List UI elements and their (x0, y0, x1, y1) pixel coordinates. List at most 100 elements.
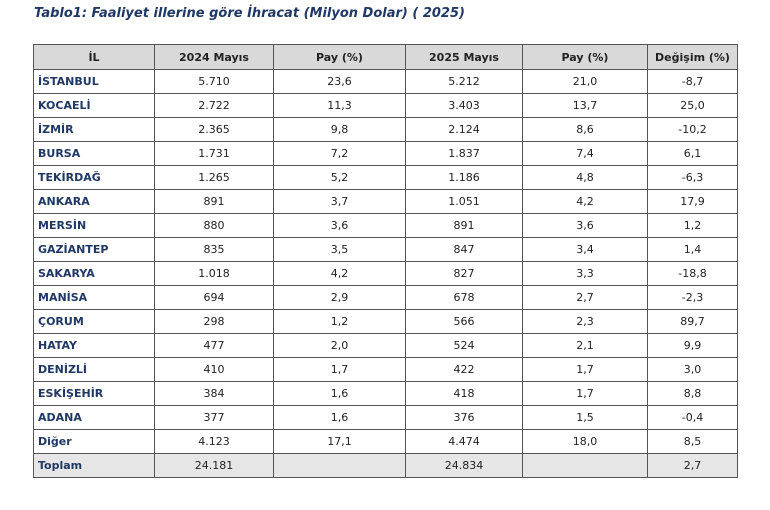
cell-value-2025: 5.212 (405, 69, 523, 94)
cell-province: MANİSA (33, 285, 155, 310)
table-row: TEKİRDAĞ 1.265 5,2 1.186 4,8 -6,3 (33, 165, 738, 190)
header-2025-mayis: 2025 Mayıs (405, 44, 523, 70)
cell-share-2024: 11,3 (273, 93, 406, 118)
cell-province: ADANA (33, 405, 155, 430)
cell-change: 1,2 (647, 213, 738, 238)
table-row: MANİSA 694 2,9 678 2,7 -2,3 (33, 285, 738, 310)
cell-value-2024: 835 (154, 237, 274, 262)
cell-value-2025: 1.051 (405, 189, 523, 214)
cell-change: -2,3 (647, 285, 738, 310)
cell-value-2025: 1.186 (405, 165, 523, 190)
cell-province: İZMİR (33, 117, 155, 142)
cell-province: ESKİŞEHİR (33, 381, 155, 406)
cell-value-2025: 827 (405, 261, 523, 286)
export-table: İL 2024 Mayıs Pay (%) 2025 Mayıs Pay (%)… (33, 44, 738, 478)
cell-change: -0,4 (647, 405, 738, 430)
cell-share-2024: 9,8 (273, 117, 406, 142)
cell-share-2025: 3,6 (522, 213, 648, 238)
table-row: KOCAELİ 2.722 11,3 3.403 13,7 25,0 (33, 93, 738, 118)
header-row: İL 2024 Mayıs Pay (%) 2025 Mayıs Pay (%)… (33, 44, 738, 70)
cell-share-2025: 3,4 (522, 237, 648, 262)
total-row: Toplam 24.181 24.834 2,7 (33, 453, 738, 478)
header-il: İL (33, 44, 155, 70)
cell-value-2025: 2.124 (405, 117, 523, 142)
table-row: İZMİR 2.365 9,8 2.124 8,6 -10,2 (33, 117, 738, 142)
table-row: Diğer 4.123 17,1 4.474 18,0 8,5 (33, 429, 738, 454)
cell-province: GAZİANTEP (33, 237, 155, 262)
cell-province: Diğer (33, 429, 155, 454)
table-row: DENİZLİ 410 1,7 422 1,7 3,0 (33, 357, 738, 382)
cell-value-2024: 2.365 (154, 117, 274, 142)
cell-share-2025: 4,8 (522, 165, 648, 190)
table-row: SAKARYA 1.018 4,2 827 3,3 -18,8 (33, 261, 738, 286)
cell-share-2025: 8,6 (522, 117, 648, 142)
cell-share-2024 (273, 453, 406, 478)
cell-share-2025: 1,7 (522, 381, 648, 406)
cell-value-2025: 376 (405, 405, 523, 430)
cell-share-2025: 2,1 (522, 333, 648, 358)
cell-value-2024: 1.265 (154, 165, 274, 190)
cell-province: HATAY (33, 333, 155, 358)
cell-province: Toplam (33, 453, 155, 478)
cell-share-2025 (522, 453, 648, 478)
cell-value-2024: 880 (154, 213, 274, 238)
header-2024-mayis: 2024 Mayıs (154, 44, 274, 70)
cell-share-2025: 3,3 (522, 261, 648, 286)
cell-change: 6,1 (647, 141, 738, 166)
cell-value-2025: 3.403 (405, 93, 523, 118)
cell-share-2024: 3,5 (273, 237, 406, 262)
cell-change: 8,5 (647, 429, 738, 454)
cell-province: DENİZLİ (33, 357, 155, 382)
cell-change: 8,8 (647, 381, 738, 406)
cell-value-2025: 524 (405, 333, 523, 358)
table-row: HATAY 477 2,0 524 2,1 9,9 (33, 333, 738, 358)
cell-province: ANKARA (33, 189, 155, 214)
cell-share-2025: 21,0 (522, 69, 648, 94)
table-row: ADANA 377 1,6 376 1,5 -0,4 (33, 405, 738, 430)
cell-province: İSTANBUL (33, 69, 155, 94)
cell-province: BURSA (33, 141, 155, 166)
cell-value-2025: 847 (405, 237, 523, 262)
cell-province: MERSİN (33, 213, 155, 238)
table-row: BURSA 1.731 7,2 1.837 7,4 6,1 (33, 141, 738, 166)
cell-change: -8,7 (647, 69, 738, 94)
table-row: MERSİN 880 3,6 891 3,6 1,2 (33, 213, 738, 238)
cell-share-2024: 1,6 (273, 381, 406, 406)
table-row: İSTANBUL 5.710 23,6 5.212 21,0 -8,7 (33, 69, 738, 94)
cell-value-2025: 1.837 (405, 141, 523, 166)
cell-share-2024: 5,2 (273, 165, 406, 190)
cell-value-2025: 678 (405, 285, 523, 310)
header-degisim: Değişim (%) (647, 44, 738, 70)
cell-share-2025: 4,2 (522, 189, 648, 214)
cell-share-2024: 1,7 (273, 357, 406, 382)
cell-province: SAKARYA (33, 261, 155, 286)
cell-province: TEKİRDAĞ (33, 165, 155, 190)
header-pay-2024: Pay (%) (273, 44, 406, 70)
cell-change: 25,0 (647, 93, 738, 118)
cell-share-2025: 1,7 (522, 357, 648, 382)
cell-value-2024: 477 (154, 333, 274, 358)
cell-share-2024: 2,9 (273, 285, 406, 310)
cell-change: -6,3 (647, 165, 738, 190)
table-title: Tablo1: Faaliyet illerine göre İhracat (… (34, 6, 465, 21)
cell-value-2024: 377 (154, 405, 274, 430)
cell-share-2025: 2,3 (522, 309, 648, 334)
cell-change: 9,9 (647, 333, 738, 358)
cell-value-2025: 891 (405, 213, 523, 238)
table-row: GAZİANTEP 835 3,5 847 3,4 1,4 (33, 237, 738, 262)
table-row: ÇORUM 298 1,2 566 2,3 89,7 (33, 309, 738, 334)
cell-share-2025: 18,0 (522, 429, 648, 454)
cell-value-2025: 24.834 (405, 453, 523, 478)
cell-value-2024: 4.123 (154, 429, 274, 454)
cell-share-2025: 2,7 (522, 285, 648, 310)
cell-change: 3,0 (647, 357, 738, 382)
cell-share-2024: 23,6 (273, 69, 406, 94)
cell-province: ÇORUM (33, 309, 155, 334)
cell-share-2024: 4,2 (273, 261, 406, 286)
cell-share-2025: 7,4 (522, 141, 648, 166)
table-row: ANKARA 891 3,7 1.051 4,2 17,9 (33, 189, 738, 214)
cell-share-2024: 1,2 (273, 309, 406, 334)
cell-share-2024: 3,6 (273, 213, 406, 238)
cell-province: KOCAELİ (33, 93, 155, 118)
cell-value-2025: 418 (405, 381, 523, 406)
